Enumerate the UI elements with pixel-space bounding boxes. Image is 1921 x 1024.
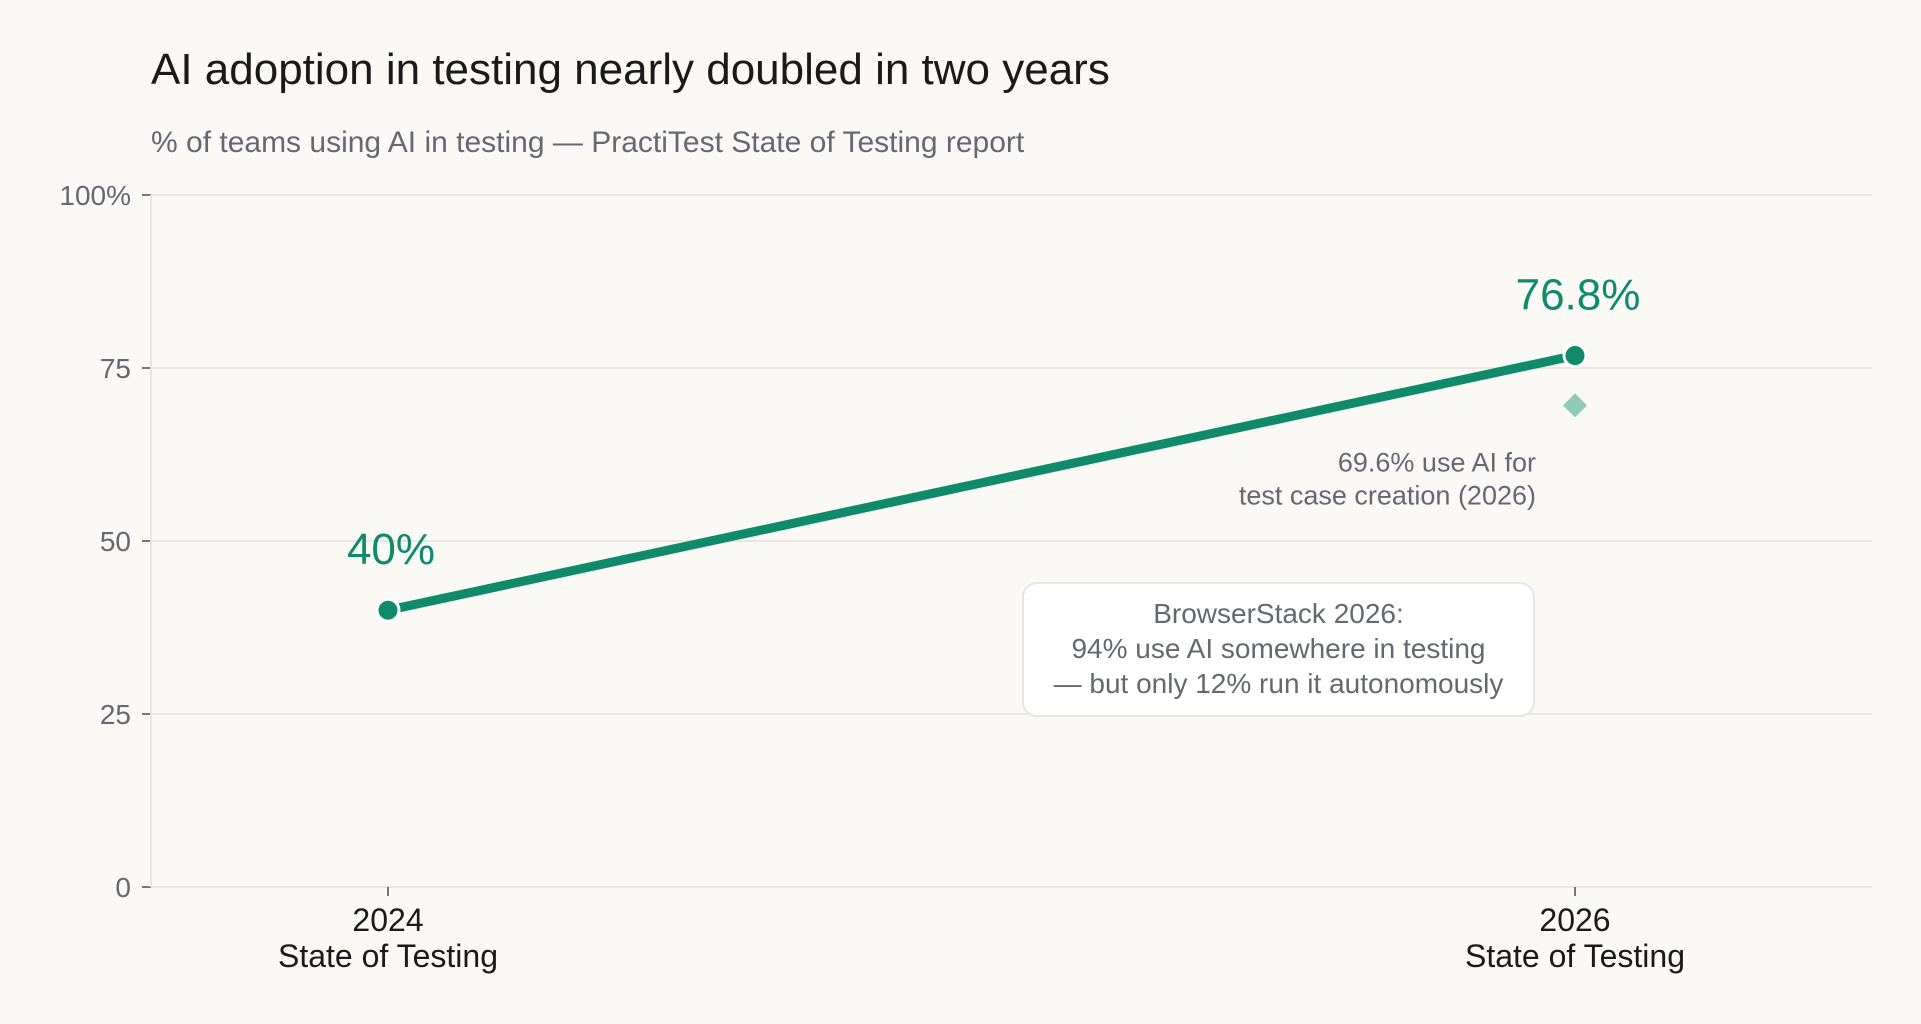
secondary-point-label: test case creation (2026) <box>1239 480 1536 510</box>
y-tick-label: 100% <box>59 180 131 211</box>
y-tick-label: 75 <box>100 353 131 384</box>
data-label: 40% <box>347 525 435 574</box>
y-tick-label: 0 <box>115 872 131 903</box>
series-line <box>383 351 1580 615</box>
series-layer: 40% 76.8% <box>347 271 1641 623</box>
chart-subtitle: % of teams using AI in testing — PractiT… <box>151 126 1025 159</box>
annotation-box-line: BrowserStack 2026: <box>1153 598 1404 629</box>
x-tick-label: State of Testing <box>1465 938 1685 974</box>
x-tick-label: State of Testing <box>278 938 498 974</box>
x-tick-year: 2024 <box>352 902 423 938</box>
data-label: 76.8% <box>1516 271 1641 320</box>
data-point <box>375 597 401 623</box>
y-tick-label: 25 <box>100 699 131 730</box>
annotation-box-line: — but only 12% run it autonomously <box>1054 668 1504 699</box>
annotation-box-line: 94% use AI somewhere in testing <box>1071 633 1485 664</box>
x-tick-year: 2026 <box>1539 902 1610 938</box>
data-point <box>1562 343 1588 369</box>
annotation-box <box>1022 582 1535 717</box>
chart-title: AI adoption in testing nearly doubled in… <box>151 45 1110 94</box>
secondary-point <box>1563 393 1587 418</box>
secondary-point-label: 69.6% use AI for <box>1338 447 1536 477</box>
y-tick-label: 50 <box>100 526 131 557</box>
